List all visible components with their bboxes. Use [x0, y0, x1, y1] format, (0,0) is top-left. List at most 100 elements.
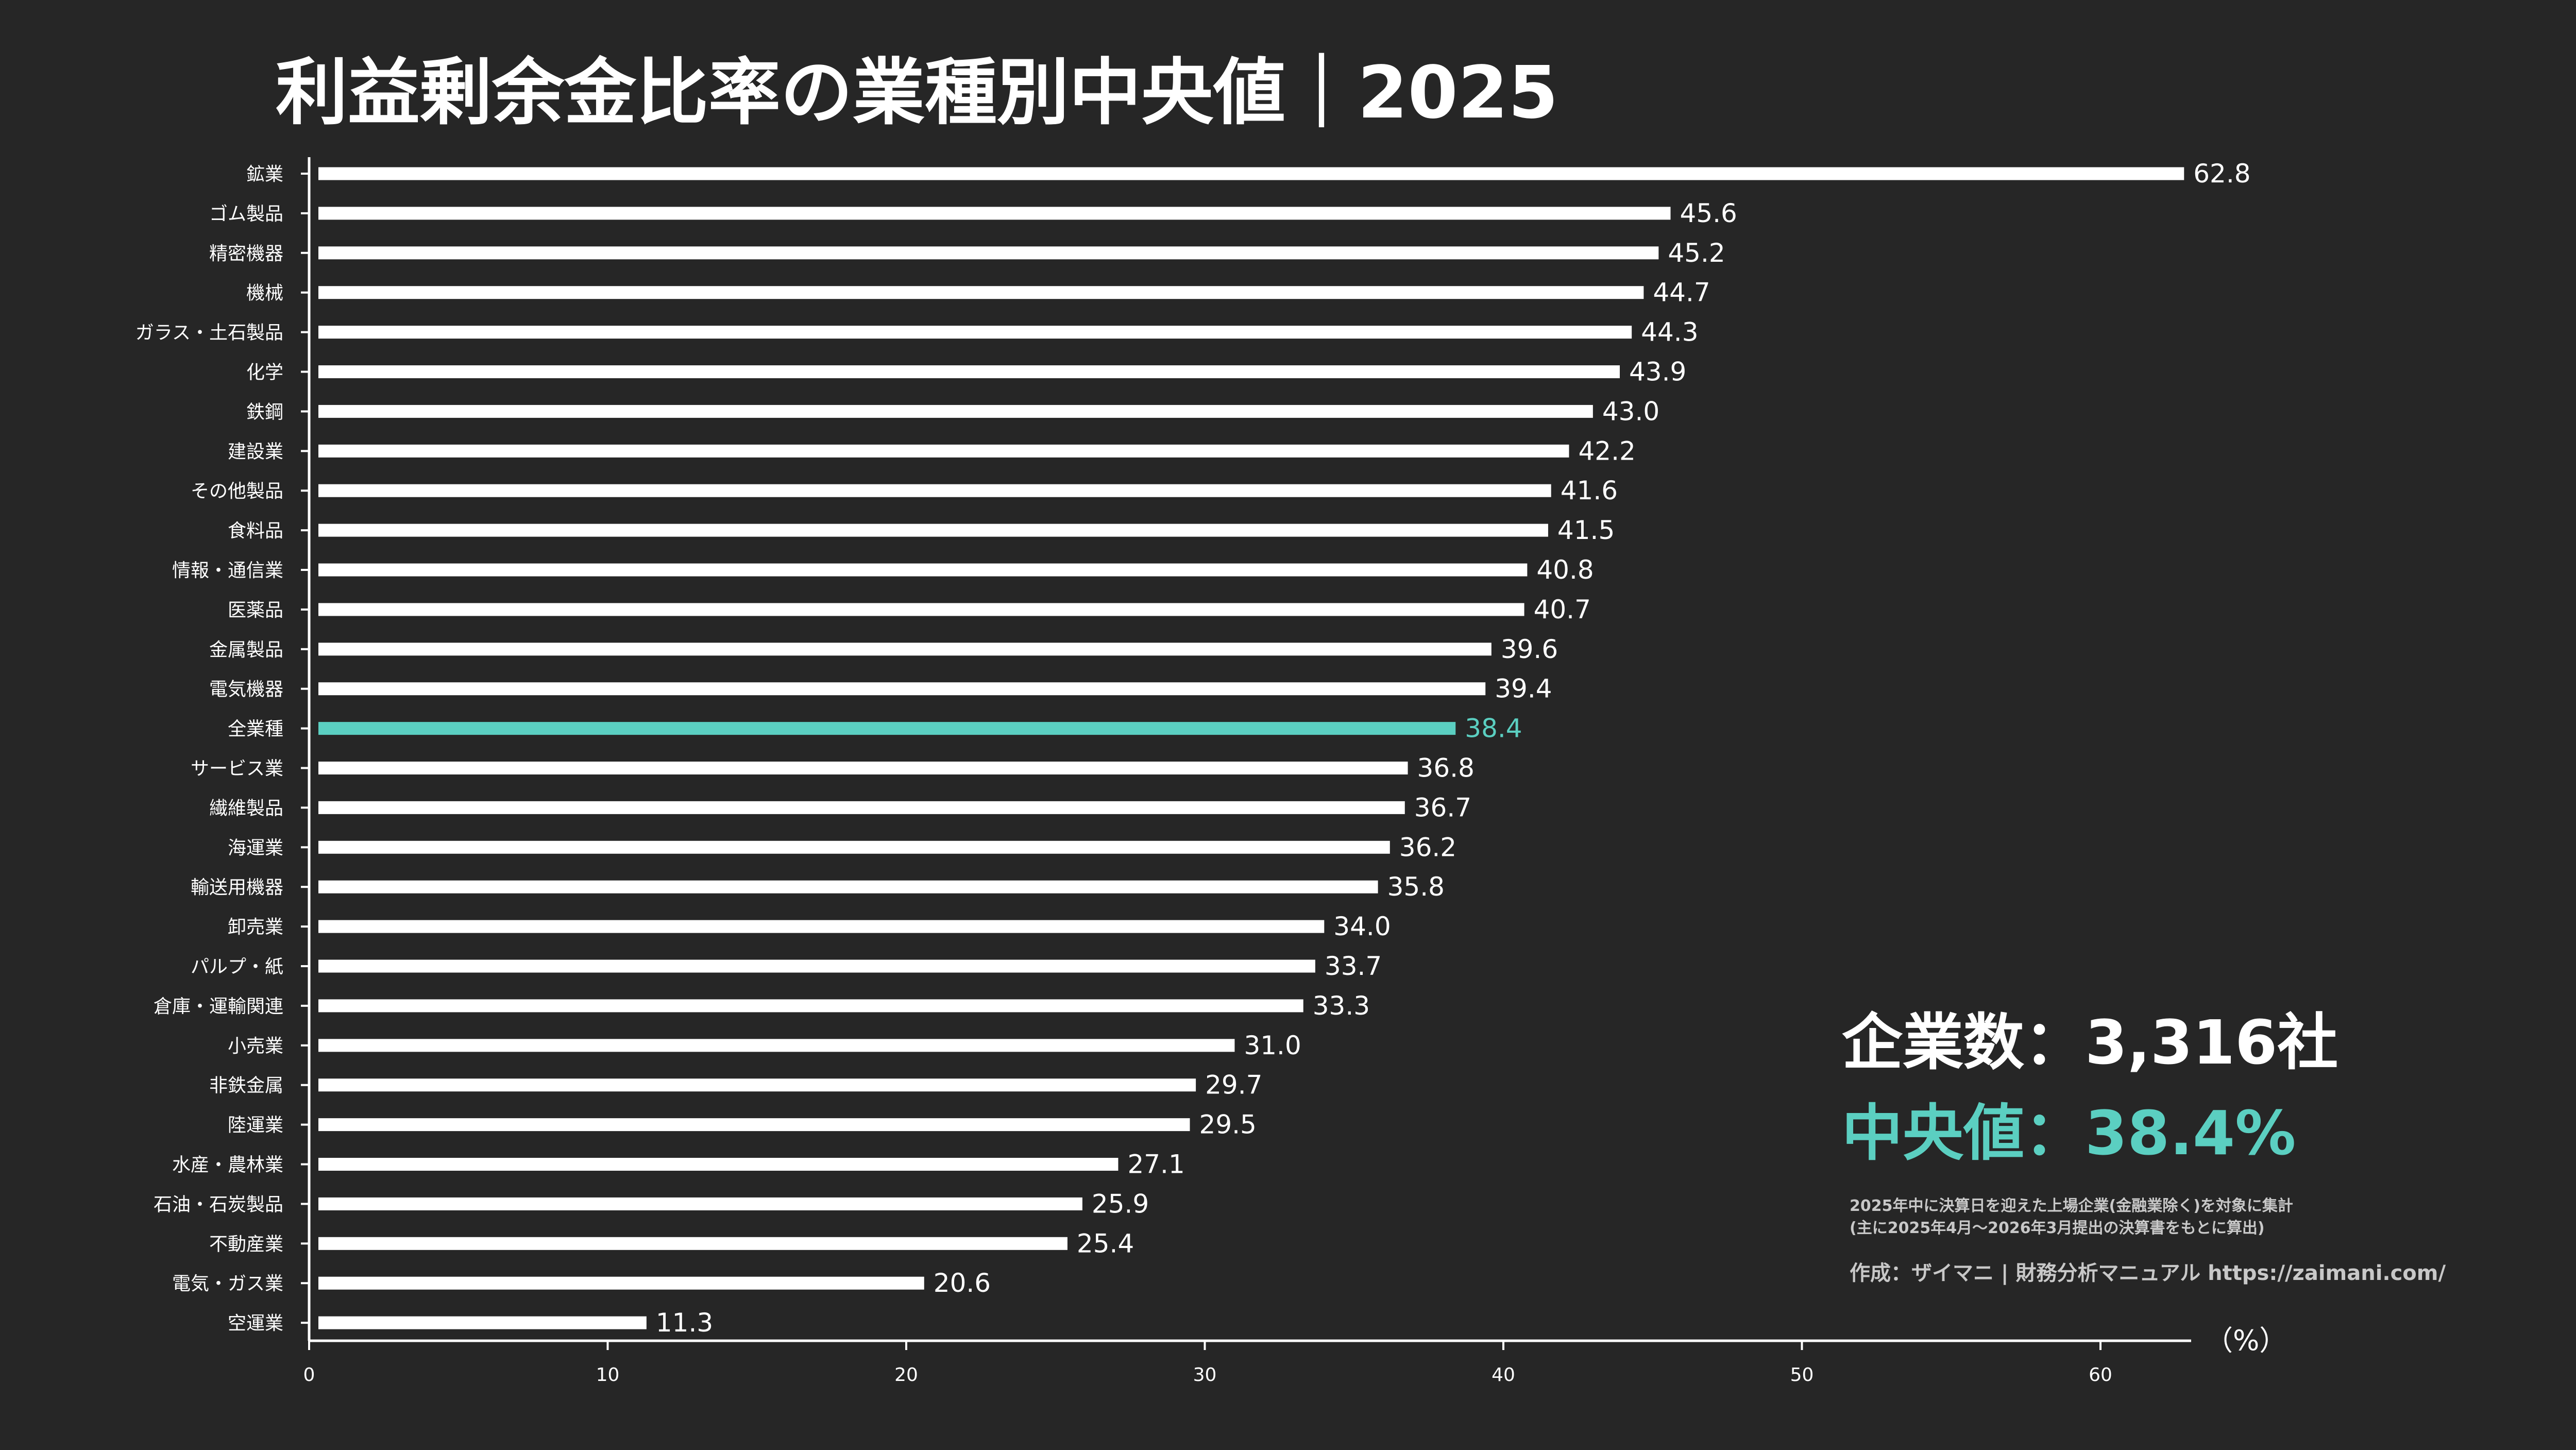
category-label: 情報・通信業 — [172, 560, 283, 581]
median-label: 中央値：38.4% — [1842, 1098, 2296, 1169]
bar — [318, 1276, 924, 1290]
category-label: 精密機器 — [209, 243, 283, 264]
bar — [318, 920, 1325, 933]
x-tick-label: 40 — [1492, 1364, 1515, 1386]
bar — [318, 1078, 1196, 1092]
data-label: 33.7 — [1325, 951, 1382, 981]
data-label: 29.5 — [1199, 1110, 1257, 1140]
category-label: パルプ・紙 — [191, 956, 283, 977]
category-label: 鉱業 — [246, 164, 283, 185]
data-label: 35.8 — [1387, 872, 1445, 902]
category-label: 石油・石炭製品 — [154, 1194, 283, 1215]
data-label: 45.6 — [1680, 198, 1737, 228]
bar — [318, 286, 1644, 299]
category-label: その他製品 — [191, 481, 283, 502]
note-line-2: (主に2025年4月～2026年3月提出の決算書をもとに算出) — [1850, 1219, 2265, 1237]
bar — [318, 1039, 1235, 1052]
data-label: 44.7 — [1653, 278, 1710, 308]
bar — [318, 524, 1548, 537]
bar — [318, 1118, 1190, 1132]
x-tick-label: 0 — [303, 1364, 315, 1386]
category-label: 陸運業 — [228, 1115, 283, 1136]
category-label: 不動産業 — [209, 1234, 283, 1255]
bar — [318, 722, 1456, 735]
category-label: 海運業 — [228, 837, 283, 858]
bar — [318, 326, 1632, 339]
bar — [318, 1158, 1118, 1171]
category-label: 電気・ガス業 — [172, 1273, 283, 1294]
data-label: 39.4 — [1495, 674, 1552, 704]
data-label: 41.5 — [1557, 515, 1615, 545]
category-label: 全業種 — [228, 719, 283, 740]
category-label: サービス業 — [191, 758, 283, 780]
data-label: 44.3 — [1641, 317, 1698, 347]
bar — [318, 682, 1486, 696]
data-label: 25.4 — [1077, 1228, 1134, 1258]
bar — [318, 246, 1659, 260]
bar — [318, 880, 1378, 893]
data-label: 40.7 — [1534, 595, 1591, 625]
axes: 0 10 20 30 40 50 60 （%） — [301, 157, 2287, 1386]
category-label: 小売業 — [228, 1036, 283, 1057]
data-label: 43.0 — [1602, 396, 1659, 426]
data-label: 42.2 — [1578, 436, 1635, 466]
bar — [318, 643, 1492, 656]
bar — [318, 563, 1528, 577]
chart-title: 利益剰余金比率の業種別中央値｜2025 — [276, 51, 1558, 135]
data-label: 11.3 — [656, 1308, 713, 1338]
category-label: ガラス・土石製品 — [135, 323, 283, 344]
bar-series: 鉱業 62.8 ゴム製品 45.6 精密機器 45.2 機械 44.7 ガラス・土石製品 44.3… — [135, 159, 2251, 1338]
credit-text: 作成：ザイマニ | 財務分析マニュアル https://zaimani.com/ — [1850, 1261, 2446, 1286]
bar — [318, 484, 1551, 497]
bar — [318, 404, 1593, 418]
data-label: 43.9 — [1629, 357, 1686, 387]
data-label: 33.3 — [1313, 991, 1370, 1021]
data-label: 41.6 — [1561, 476, 1618, 505]
category-label: 金属製品 — [209, 639, 283, 661]
category-label: 機械 — [246, 283, 283, 304]
company-count-label: 企業数：3,316社 — [1842, 1007, 2338, 1078]
data-label: 25.9 — [1092, 1189, 1149, 1219]
category-label: 水産・農林業 — [172, 1155, 283, 1176]
bar — [318, 207, 1671, 220]
bar — [318, 365, 1620, 378]
bar — [318, 1316, 647, 1329]
data-label: 31.0 — [1244, 1031, 1301, 1060]
data-label: 39.6 — [1501, 634, 1558, 664]
category-label: 輸送用機器 — [191, 877, 283, 898]
data-label: 27.1 — [1127, 1150, 1184, 1179]
category-label: 化学 — [246, 362, 283, 383]
bar — [318, 801, 1405, 814]
category-label: 空運業 — [228, 1313, 283, 1334]
x-tick-label: 20 — [894, 1364, 918, 1386]
category-label: 電気機器 — [209, 679, 283, 700]
category-label: ゴム製品 — [209, 204, 283, 225]
category-label: 非鉄金属 — [209, 1075, 283, 1097]
bar — [318, 167, 2184, 180]
unit-label: （%） — [2205, 1324, 2287, 1357]
category-label: 倉庫・運輸関連 — [154, 996, 283, 1017]
data-label: 20.6 — [934, 1268, 991, 1298]
x-tick-label: 50 — [1790, 1364, 1814, 1386]
note-line-1: 2025年中に決算日を迎えた上場企業(金融業除く)を対象に集計 — [1850, 1197, 2293, 1215]
data-label: 62.8 — [2193, 159, 2250, 189]
bar — [318, 959, 1315, 973]
data-label: 36.2 — [1399, 832, 1456, 862]
bar — [318, 1197, 1082, 1210]
data-label: 45.2 — [1668, 238, 1725, 268]
x-tick-label: 30 — [1193, 1364, 1217, 1386]
bar — [318, 840, 1390, 854]
category-label: 建設業 — [228, 441, 283, 462]
category-label: 鉄鋼 — [246, 401, 283, 423]
data-label: 40.8 — [1536, 555, 1594, 585]
data-label: 34.0 — [1333, 912, 1391, 941]
data-label: 36.8 — [1417, 753, 1475, 783]
category-label: 医薬品 — [228, 600, 283, 621]
data-label: 29.7 — [1205, 1070, 1262, 1100]
category-label: 卸売業 — [228, 917, 283, 938]
category-label: 食料品 — [228, 520, 283, 542]
x-tick-label: 10 — [596, 1364, 620, 1386]
bar — [318, 762, 1408, 774]
data-label: 38.4 — [1465, 714, 1522, 744]
